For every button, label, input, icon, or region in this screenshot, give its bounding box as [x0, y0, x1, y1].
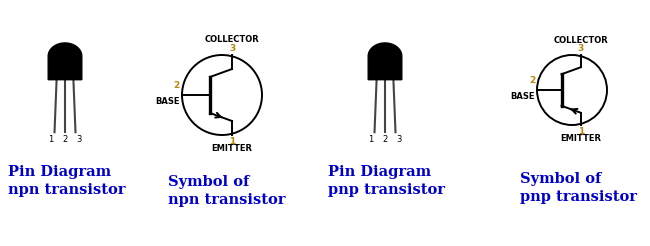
- Text: Pin Diagram
npn transistor: Pin Diagram npn transistor: [8, 165, 125, 197]
- Text: 2: 2: [528, 76, 535, 85]
- Text: 3: 3: [77, 135, 82, 144]
- Text: 3: 3: [396, 135, 402, 144]
- Text: BASE: BASE: [510, 92, 535, 101]
- Text: Symbol of
pnp transistor: Symbol of pnp transistor: [520, 172, 637, 204]
- Text: 1: 1: [369, 135, 374, 144]
- Text: BASE: BASE: [155, 97, 180, 106]
- Text: 1: 1: [229, 137, 235, 146]
- Text: 3: 3: [578, 44, 584, 53]
- Text: EMITTER: EMITTER: [211, 144, 252, 153]
- Text: EMITTER: EMITTER: [560, 134, 601, 143]
- Text: 2: 2: [382, 135, 387, 144]
- Text: 1: 1: [48, 135, 53, 144]
- Polygon shape: [368, 43, 402, 80]
- Polygon shape: [48, 43, 82, 80]
- Text: Pin Diagram
pnp transistor: Pin Diagram pnp transistor: [328, 165, 445, 197]
- Text: COLLECTOR: COLLECTOR: [205, 35, 259, 44]
- Text: COLLECTOR: COLLECTOR: [553, 36, 608, 45]
- Text: 3: 3: [229, 44, 235, 53]
- Text: 1: 1: [578, 127, 584, 136]
- Text: Symbol of
npn transistor: Symbol of npn transistor: [168, 175, 285, 207]
- Text: 2: 2: [62, 135, 68, 144]
- Text: 2: 2: [174, 81, 180, 90]
